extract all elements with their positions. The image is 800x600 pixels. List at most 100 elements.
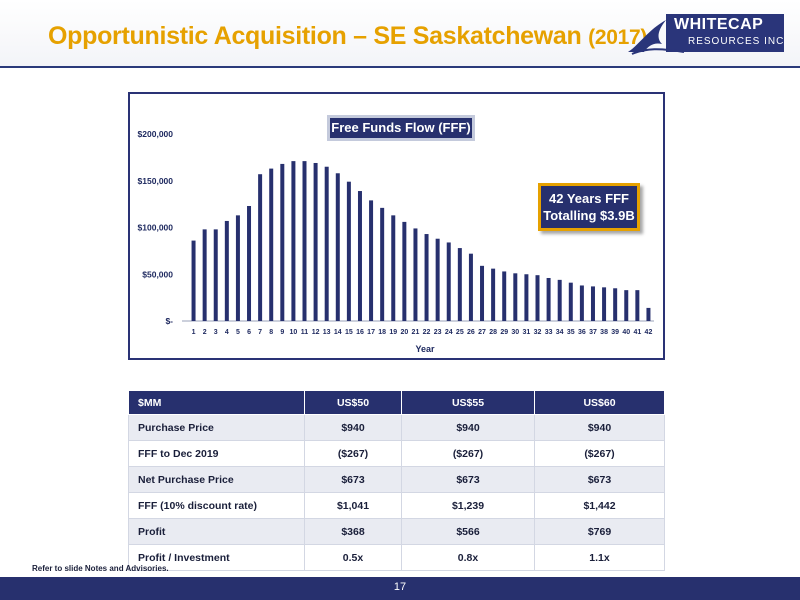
table-cell: $673 [534, 466, 665, 493]
x-tick-label: 3 [214, 329, 218, 336]
x-tick-label: 35 [567, 329, 575, 336]
x-tick-label: 41 [633, 329, 641, 336]
y-tick-label: $100,000 [138, 223, 174, 233]
bar-year-33 [546, 277, 551, 321]
bar-year-1 [191, 240, 196, 321]
x-tick-label: 6 [247, 329, 251, 336]
x-tick-label: 18 [378, 329, 386, 336]
x-tick-label: 38 [600, 329, 608, 336]
table-cell: ($267) [534, 440, 665, 467]
bar-year-12 [313, 162, 318, 321]
table-cell: $1,041 [304, 492, 402, 519]
x-tick-label: 37 [589, 329, 597, 336]
table-cell: FFF (10% discount rate) [128, 492, 305, 519]
bar-year-5 [235, 215, 240, 321]
x-tick-label: 42 [645, 329, 653, 336]
table-cell: Profit [128, 518, 305, 545]
table-cell: ($267) [401, 440, 535, 467]
table-cell: Profit / Investment [128, 544, 305, 571]
bar-year-9 [280, 163, 285, 321]
table-row: FFF (10% discount rate) $1,041 $1,239 $1… [128, 492, 665, 519]
x-tick-label: 28 [489, 329, 497, 336]
table-cell: $673 [401, 466, 535, 493]
x-tick-label: 13 [323, 329, 331, 336]
table-cell: $673 [304, 466, 402, 493]
page-number: 17 [393, 581, 407, 593]
bar-year-25 [457, 248, 462, 321]
x-tick-label: 22 [423, 329, 431, 336]
bar-year-3 [213, 229, 218, 321]
logo-name: WHITECAP [674, 16, 764, 33]
x-tick-label: 1 [192, 329, 196, 336]
bar-year-19 [391, 215, 396, 321]
x-tick-label: 4 [225, 329, 229, 336]
bar-year-8 [269, 168, 274, 321]
x-tick-label: 9 [280, 329, 284, 336]
table-cell: ($267) [304, 440, 402, 467]
y-tick-label: $200,000 [138, 129, 174, 139]
x-tick-label: 24 [445, 329, 453, 336]
x-tick-label: 39 [611, 329, 619, 336]
slide-footer: 17 [0, 577, 800, 600]
footnote: Refer to slide Notes and Advisories. [32, 564, 169, 573]
callout-line-1: 42 Years FFF [549, 191, 629, 206]
table-cell: $566 [401, 518, 535, 545]
y-tick-label: $150,000 [138, 176, 174, 186]
bar-year-17 [369, 200, 374, 321]
x-tick-label: 34 [556, 329, 564, 336]
wave-icon [628, 19, 685, 55]
company-logo: WHITECAP RESOURCES INC [626, 14, 786, 58]
title-year: (2017) [588, 26, 648, 49]
table-cell: $1,442 [534, 492, 665, 519]
x-tick-label: 30 [511, 329, 519, 336]
table-row: Net Purchase Price $673 $673 $673 [128, 466, 665, 493]
x-tick-label: 20 [400, 329, 408, 336]
bar-year-7 [258, 174, 263, 321]
x-tick-label: 29 [500, 329, 508, 336]
table-cell: Net Purchase Price [128, 466, 305, 493]
table-cell: 0.8x [401, 544, 535, 571]
bar-year-29 [502, 271, 507, 321]
table-cell: $1,239 [401, 492, 535, 519]
chart-title: Free Funds Flow (FFF) [327, 115, 475, 141]
table-cell: 1.1x [534, 544, 665, 571]
x-tick-label: 40 [622, 329, 630, 336]
bar-year-34 [557, 279, 562, 321]
table-cell: $368 [304, 518, 402, 545]
bar-year-32 [535, 275, 540, 321]
x-tick-label: 12 [312, 329, 320, 336]
bar-year-14 [335, 173, 340, 321]
bar-year-23 [435, 238, 440, 321]
bar-year-18 [380, 207, 385, 321]
bar-year-37 [590, 286, 595, 321]
bar-year-28 [491, 268, 496, 321]
chart-panel: $- $50,000 $100,000 $150,000 $200,000 1 2 3 4 5 6 7… [128, 92, 665, 360]
table-cell: FFF to Dec 2019 [128, 440, 305, 467]
fff-total-callout: 42 Years FFF Totalling $3.9B [538, 183, 640, 231]
bar-year-6 [247, 205, 252, 321]
bar-year-38 [602, 287, 607, 321]
bar-year-4 [224, 220, 229, 321]
bar-year-24 [446, 242, 451, 321]
table-row: FFF to Dec 2019 ($267) ($267) ($267) [128, 440, 665, 467]
economics-table: $MM US$50 US$55 US$60 Purchase Price $94… [128, 390, 665, 571]
table-header-cell: US$50 [304, 390, 402, 415]
x-tick-label: 36 [578, 329, 586, 336]
bar-year-10 [291, 161, 296, 321]
table-cell: $769 [534, 518, 665, 545]
y-tick-label: $- [165, 316, 173, 326]
x-tick-label: 14 [334, 329, 342, 336]
x-tick-label: 11 [301, 329, 309, 336]
x-tick-label: 21 [412, 329, 420, 336]
table-cell: 0.5x [304, 544, 402, 571]
x-tick-label: 5 [236, 329, 240, 336]
bar-year-30 [513, 273, 518, 321]
x-tick-label: 16 [356, 329, 364, 336]
table-header-cell: $MM [128, 390, 305, 415]
x-tick-label: 25 [456, 329, 464, 336]
bar-year-39 [613, 288, 618, 321]
bar-year-35 [568, 282, 573, 321]
table-header-cell: US$60 [534, 390, 665, 415]
x-tick-label: 19 [389, 329, 397, 336]
title-main: Opportunistic Acquisition – SE Saskatche… [48, 22, 582, 50]
